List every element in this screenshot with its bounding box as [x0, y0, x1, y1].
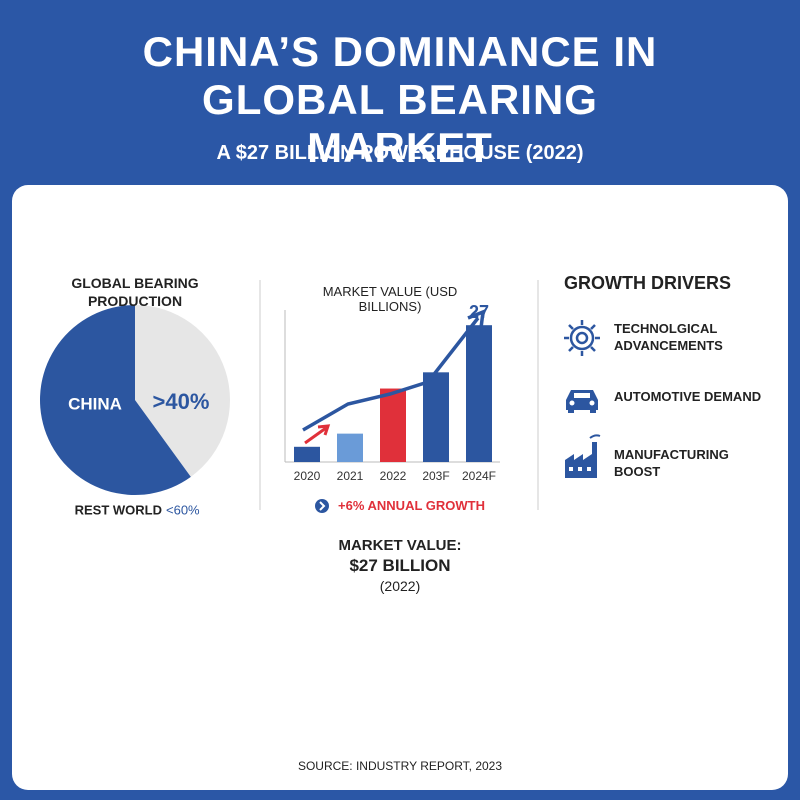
market-value: $27 BILLION [349, 556, 451, 575]
market-value-year: (2022) [379, 578, 421, 594]
slice-label: CHINA [68, 394, 122, 413]
source: SOURCE: INDUSTRY REPORT, 2023 [297, 759, 503, 773]
red-arrow [304, 426, 327, 445]
x-tick-label: 2020 [294, 469, 321, 483]
trend-arrowhead [467, 309, 486, 329]
growth-annotation: +6% ANNUAL GROWTH [338, 498, 485, 513]
title: CHINA’S DOMINANCE IN GLOBAL BEARING MARK… [142, 28, 658, 171]
bar [423, 372, 449, 462]
x-tick-label: 2021 [337, 469, 364, 483]
growth-icon-chevron [319, 501, 326, 511]
bar [337, 433, 363, 462]
market-value-label: MARKET VALUE: [338, 537, 462, 554]
pie-slice [40, 305, 191, 495]
bar [294, 446, 320, 462]
bar [380, 388, 406, 462]
bar-title: MARKET VALUE (USD BILLIONS) [322, 284, 458, 314]
x-tick-label: 2024F [462, 469, 496, 483]
growth-icon [315, 499, 329, 513]
driver: AUTOMOTIVE DEMAND [614, 389, 762, 404]
driver: TECHNOLGICAL ADVANCEMENTS [614, 321, 723, 353]
driver: MANUFACTURING BOOST [614, 447, 729, 479]
bar [466, 325, 492, 462]
pie-slice [135, 305, 231, 477]
drivers-title: GROWTH DRIVERS [564, 273, 732, 293]
trend-line [302, 316, 480, 432]
gear-icon [564, 320, 600, 356]
x-tick-label: 203F [422, 469, 449, 483]
x-tick-label: 2022 [380, 469, 407, 483]
factory-icon [565, 434, 601, 478]
subtitle: A $27 BILLION POWERPHOUSE (2022) [216, 142, 584, 164]
slice-value-label: >40% [153, 389, 210, 414]
pie-title: GLOBAL BEARING PRODUCTION [71, 275, 199, 309]
red-arrowhead [317, 424, 331, 436]
car-icon [566, 390, 598, 413]
legend-label: REST WORLD [75, 502, 162, 517]
legend-value-label: <60% [166, 502, 200, 517]
